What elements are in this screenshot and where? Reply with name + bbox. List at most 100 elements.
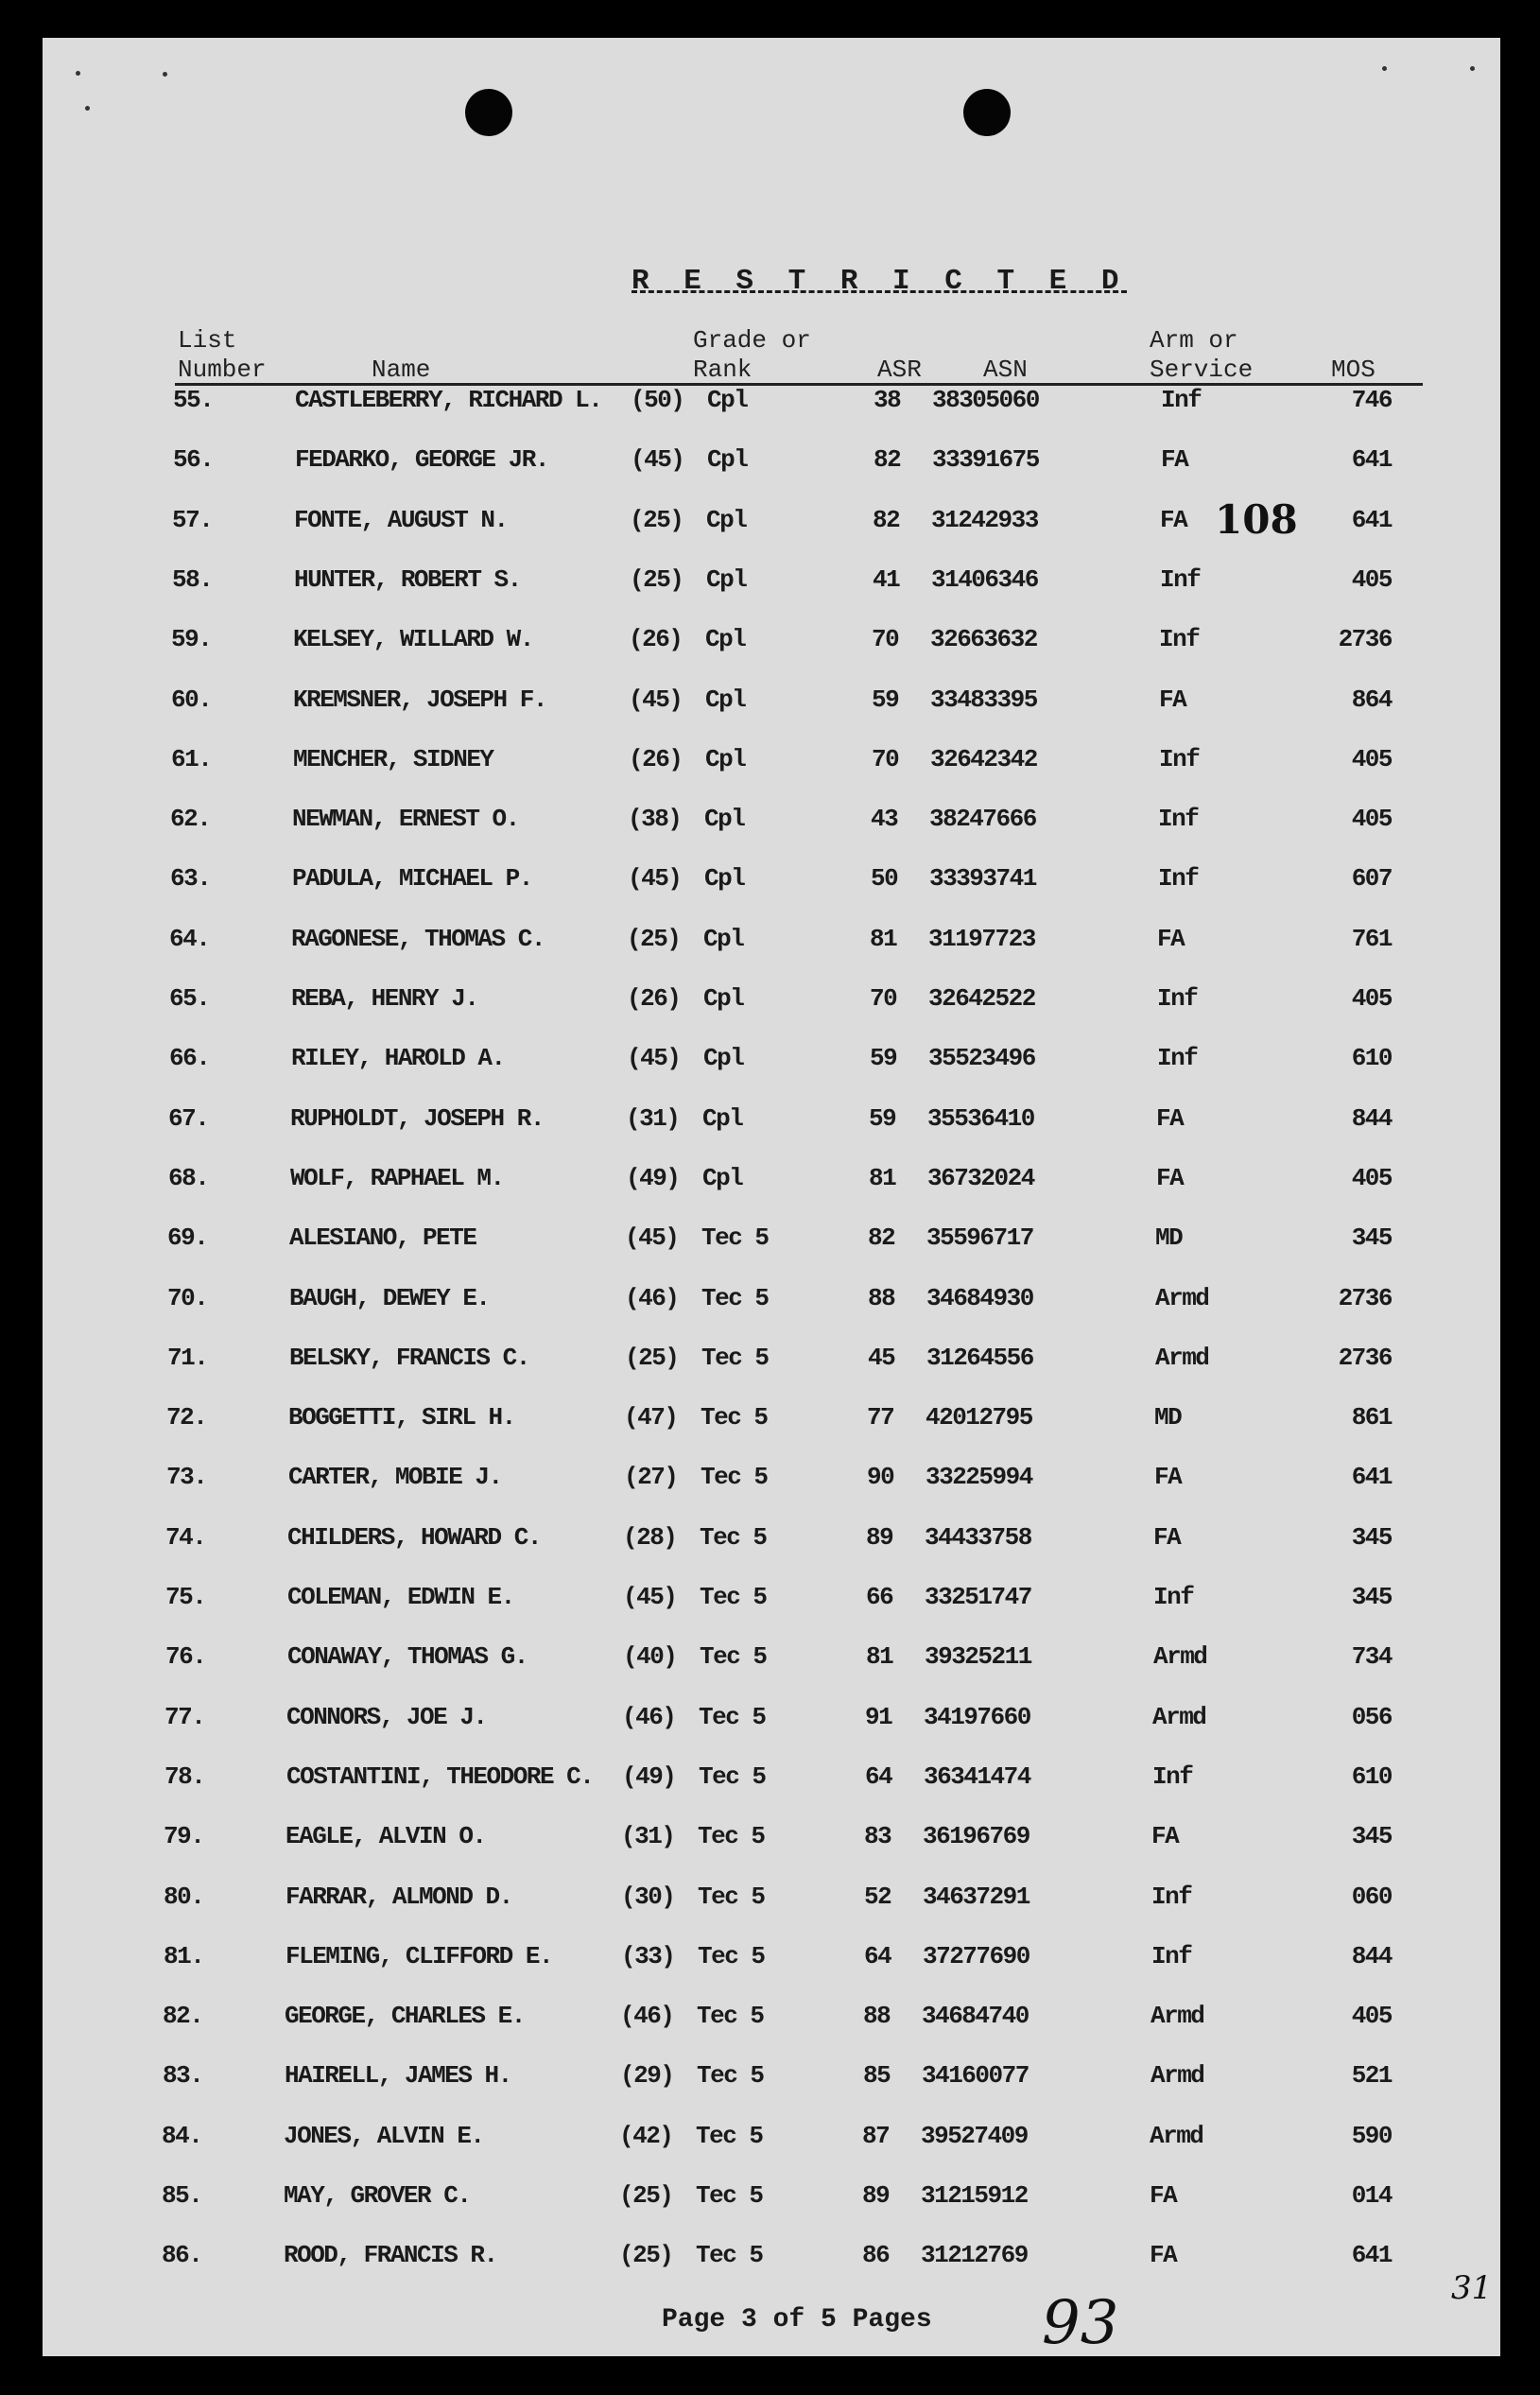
cell-name: CHILDERS, HOWARD C. xyxy=(287,1522,542,1552)
cell-asr: 59 xyxy=(872,685,900,714)
cell-mos: 056 xyxy=(1351,1702,1393,1731)
cell-mos: 610 xyxy=(1351,1044,1393,1073)
cell-rank: Cpl xyxy=(707,386,749,414)
cell-num: 64. xyxy=(169,924,211,953)
cell-grade: (46) xyxy=(622,1702,677,1731)
cell-arm: Armd xyxy=(1153,1642,1208,1672)
cell-asr: 88 xyxy=(863,2002,891,2031)
cell-name: MAY, GROVER C. xyxy=(284,2181,472,2210)
header-arm-line1: Arm or xyxy=(1150,326,1238,355)
header-name: Name xyxy=(372,356,431,384)
cell-asr: 52 xyxy=(864,1882,892,1911)
table-row: 84. JONES, ALVIN E. (42) Tec 5 87 39527409 Arm… xyxy=(0,2122,1540,2160)
cell-asn: 34637291 xyxy=(923,1882,1030,1911)
cell-asr: 91 xyxy=(865,1702,893,1731)
cell-rank: Cpl xyxy=(703,1044,745,1073)
cell-asr: 77 xyxy=(867,1403,895,1432)
cell-mos: 844 xyxy=(1351,1103,1393,1133)
cell-asn: 31215912 xyxy=(921,2181,1029,2210)
table-row: 79. EAGLE, ALVIN O. (31) Tec 5 83 36196769 FA 3… xyxy=(0,1822,1540,1860)
cell-num: 63. xyxy=(170,864,212,894)
table-row: 77. CONNORS, JOE J. (46) Tec 5 91 34197660 Arm… xyxy=(0,1703,1540,1741)
cell-num: 67. xyxy=(168,1103,210,1133)
cell-num: 71. xyxy=(167,1343,209,1372)
cell-asr: 82 xyxy=(873,505,901,534)
cell-asn: 31264556 xyxy=(926,1343,1034,1372)
cell-num: 60. xyxy=(171,685,213,714)
cell-grade: (25) xyxy=(625,1343,680,1372)
cell-num: 61. xyxy=(171,744,213,773)
cell-mos: 345 xyxy=(1351,1224,1393,1253)
cell-asr: 86 xyxy=(862,2241,891,2270)
cell-num: 84. xyxy=(162,2121,203,2150)
cell-grade: (45) xyxy=(629,685,683,714)
cell-name: REBA, HENRY J. xyxy=(291,984,479,1013)
cell-asn: 34684740 xyxy=(922,2002,1030,2031)
cell-asn: 33483395 xyxy=(930,685,1038,714)
cell-num: 79. xyxy=(164,1822,205,1851)
cell-asn: 36732024 xyxy=(927,1163,1035,1192)
cell-rank: Cpl xyxy=(703,924,745,953)
cell-grade: (46) xyxy=(620,2002,675,2031)
cell-asr: 64 xyxy=(865,1762,893,1791)
cell-name: EAGLE, ALVIN O. xyxy=(286,1822,487,1851)
cell-asn: 35596717 xyxy=(926,1224,1034,1253)
table-row: 67. RUPHOLDT, JOSEPH R. (31) Cpl 59 35536410 F… xyxy=(0,1104,1540,1142)
cell-asr: 41 xyxy=(873,564,901,594)
cell-rank: Tec 5 xyxy=(701,1463,769,1492)
cell-name: CARTER, MOBIE J. xyxy=(288,1463,503,1492)
cell-asr: 81 xyxy=(869,1163,897,1192)
cell-arm: FA xyxy=(1160,505,1188,534)
cell-rank: Tec 5 xyxy=(700,1583,768,1611)
table-row: 60. KREMSNER, JOSEPH F. (45) Cpl 59 33483395 F… xyxy=(0,686,1540,723)
cell-arm: Armd xyxy=(1155,1283,1210,1312)
cell-grade: (29) xyxy=(620,2061,675,2091)
cell-arm: Armd xyxy=(1150,2121,1204,2150)
header-grade: Grade or Rank xyxy=(693,326,811,385)
cell-arm: FA xyxy=(1157,924,1185,953)
cell-name: COSTANTINI, THEODORE C. xyxy=(286,1762,595,1791)
table-row: 59. KELSEY, WILLARD W. (26) Cpl 70 32663632 In… xyxy=(0,625,1540,663)
cell-arm: FA xyxy=(1156,1103,1185,1133)
cell-rank: Tec 5 xyxy=(701,1283,770,1312)
cell-mos: 844 xyxy=(1351,1941,1393,1970)
cell-asn: 32642522 xyxy=(928,984,1036,1013)
table-row: 74. CHILDERS, HOWARD C. (28) Tec 5 89 3443375… xyxy=(0,1523,1540,1561)
cell-grade: (25) xyxy=(627,924,682,953)
cell-rank: Tec 5 xyxy=(701,1403,769,1432)
cell-rank: Tec 5 xyxy=(701,1224,770,1253)
cell-rank: Tec 5 xyxy=(698,1882,766,1911)
table-row: 86. ROOD, FRANCIS R. (25) Tec 5 86 31212769 FA… xyxy=(0,2241,1540,2279)
cell-num: 86. xyxy=(162,2241,203,2270)
cell-arm: FA xyxy=(1150,2241,1178,2270)
cell-grade: (45) xyxy=(625,1224,680,1253)
cell-asr: 50 xyxy=(871,864,899,894)
table-row: 55. CASTLEBERRY, RICHARD L. (50) Cpl 38 38305… xyxy=(0,386,1540,424)
cell-rank: Tec 5 xyxy=(701,1343,770,1372)
cell-num: 82. xyxy=(163,2002,204,2031)
document-page xyxy=(43,38,1500,2356)
cell-arm: Inf xyxy=(1161,386,1203,414)
cell-arm: Inf xyxy=(1153,1583,1195,1611)
cell-asn: 38305060 xyxy=(932,386,1040,414)
cell-rank: Cpl xyxy=(705,744,747,773)
table-row: 73. CARTER, MOBIE J. (27) Tec 5 90 33225994 FA… xyxy=(0,1463,1540,1501)
cell-name: FEDARKO, GEORGE JR. xyxy=(295,445,549,475)
speck xyxy=(1382,66,1387,71)
cell-asn: 34160077 xyxy=(922,2061,1030,2091)
cell-asr: 88 xyxy=(868,1283,896,1312)
cell-name: CONNORS, JOE J. xyxy=(286,1702,488,1731)
cell-num: 70. xyxy=(167,1283,209,1312)
cell-mos: 405 xyxy=(1351,2002,1393,2031)
cell-num: 83. xyxy=(163,2061,204,2091)
cell-asr: 38 xyxy=(874,386,902,414)
cell-mos: 641 xyxy=(1351,2241,1393,2270)
cell-mos: 2736 xyxy=(1338,625,1393,654)
cell-asr: 45 xyxy=(868,1343,896,1372)
cell-arm: MD xyxy=(1154,1403,1183,1432)
cell-grade: (25) xyxy=(630,564,684,594)
table-row: 61. MENCHER, SIDNEY (26) Cpl 70 32642342 Inf 40… xyxy=(0,745,1540,783)
cell-rank: Tec 5 xyxy=(700,1642,768,1672)
cell-num: 76. xyxy=(165,1642,207,1672)
table-row: 69. ALESIANO, PETE (45) Tec 5 82 35596717 MD 34… xyxy=(0,1224,1540,1261)
